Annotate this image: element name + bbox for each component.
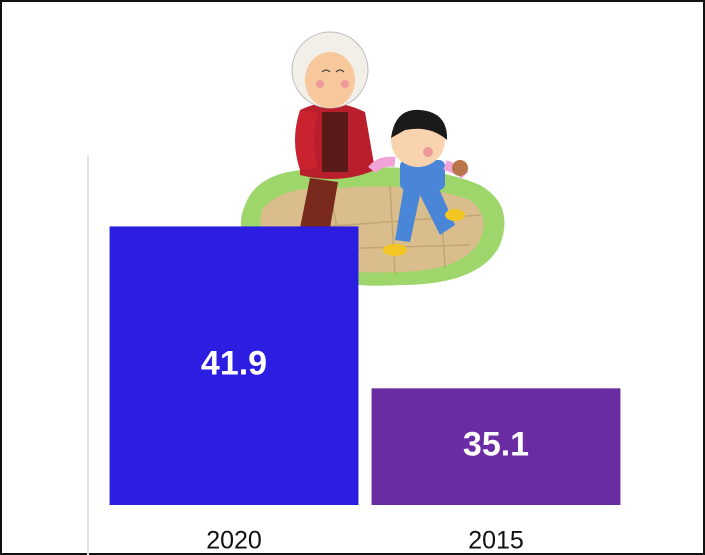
x-tick-label: 2020 [206, 527, 262, 555]
x-tick-label: 2015 [468, 527, 524, 555]
value-label: 35.1 [463, 426, 529, 464]
value-label: 41.9 [201, 345, 267, 383]
chart: 41.9 2020 35.1 2015 [0, 0, 705, 555]
